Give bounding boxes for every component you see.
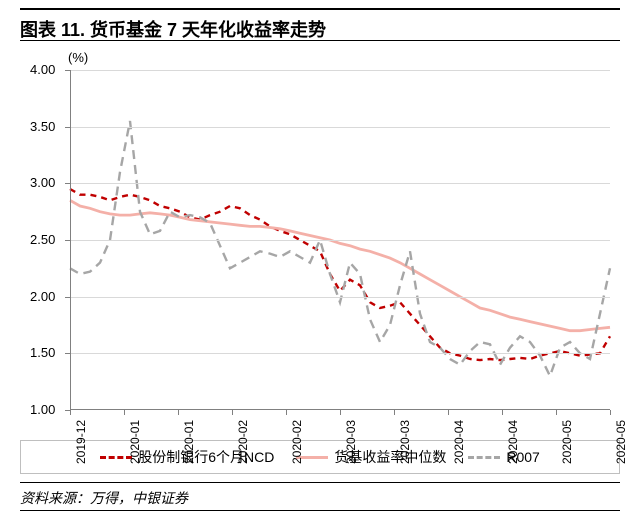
gridline [70, 240, 610, 241]
x-axis-tick-label: 2020-04 [452, 420, 466, 464]
legend-item: R007 [468, 449, 539, 465]
gridline [70, 297, 610, 298]
x-tick [502, 410, 503, 415]
x-tick [232, 410, 233, 415]
series-line [70, 189, 610, 360]
y-axis-line [70, 70, 71, 410]
x-axis-tick-label: 2019-12 [74, 420, 88, 464]
x-axis-tick-label: 2020-05 [614, 420, 628, 464]
title-bar: 图表 11. 货币基金 7 天年化收益率走势 [20, 8, 620, 42]
x-tick [124, 410, 125, 415]
x-axis-tick-label: 2020-01 [182, 420, 196, 464]
y-axis-tick-label: 2.00 [30, 289, 55, 304]
source-text: 资料来源：万得，中银证券 [20, 488, 188, 508]
series-line [70, 200, 610, 330]
x-tick [610, 410, 611, 415]
y-axis-tick-label: 3.50 [30, 119, 55, 134]
chart-title: 图表 11. 货币基金 7 天年化收益率走势 [20, 16, 620, 42]
legend: 股份制银行6个月NCD 货基收益率中位数 R007 [20, 440, 620, 474]
y-axis-tick-label: 2.50 [30, 232, 55, 247]
x-axis-tick-label: 2020-02 [290, 420, 304, 464]
x-tick [340, 410, 341, 415]
x-tick [70, 410, 71, 415]
x-tick [448, 410, 449, 415]
y-axis-tick-label: 1.00 [30, 402, 55, 417]
gridline [70, 127, 610, 128]
x-axis-tick-label: 2020-04 [506, 420, 520, 464]
gridline [70, 183, 610, 184]
y-axis-unit: (%) [68, 50, 88, 65]
x-tick [394, 410, 395, 415]
chart-container: 图表 11. 货币基金 7 天年化收益率走势 (%) 股份制银行6个月NCD 货基… [0, 0, 640, 523]
title-underline [20, 40, 620, 41]
x-axis-tick-label: 2020-02 [236, 420, 250, 464]
gridline [70, 353, 610, 354]
x-axis-tick-label: 2020-01 [128, 420, 142, 464]
x-tick [178, 410, 179, 415]
x-axis-tick-label: 2020-03 [398, 420, 412, 464]
legend-swatch [468, 456, 500, 459]
y-axis-tick-label: 3.00 [30, 175, 55, 190]
x-axis-tick-label: 2020-03 [344, 420, 358, 464]
x-tick [556, 410, 557, 415]
series-line [70, 121, 610, 376]
gridline [70, 70, 610, 71]
y-axis-tick-label: 1.50 [30, 345, 55, 360]
x-tick [286, 410, 287, 415]
source-divider-bottom [20, 510, 620, 511]
y-axis-tick-label: 4.00 [30, 62, 55, 77]
legend-label: 股份制银行6个月NCD [138, 447, 274, 467]
plot-area [70, 70, 610, 410]
source-divider-top [20, 482, 620, 483]
x-axis-tick-label: 2020-05 [560, 420, 574, 464]
legend-item: 货基收益率中位数 [296, 447, 446, 467]
